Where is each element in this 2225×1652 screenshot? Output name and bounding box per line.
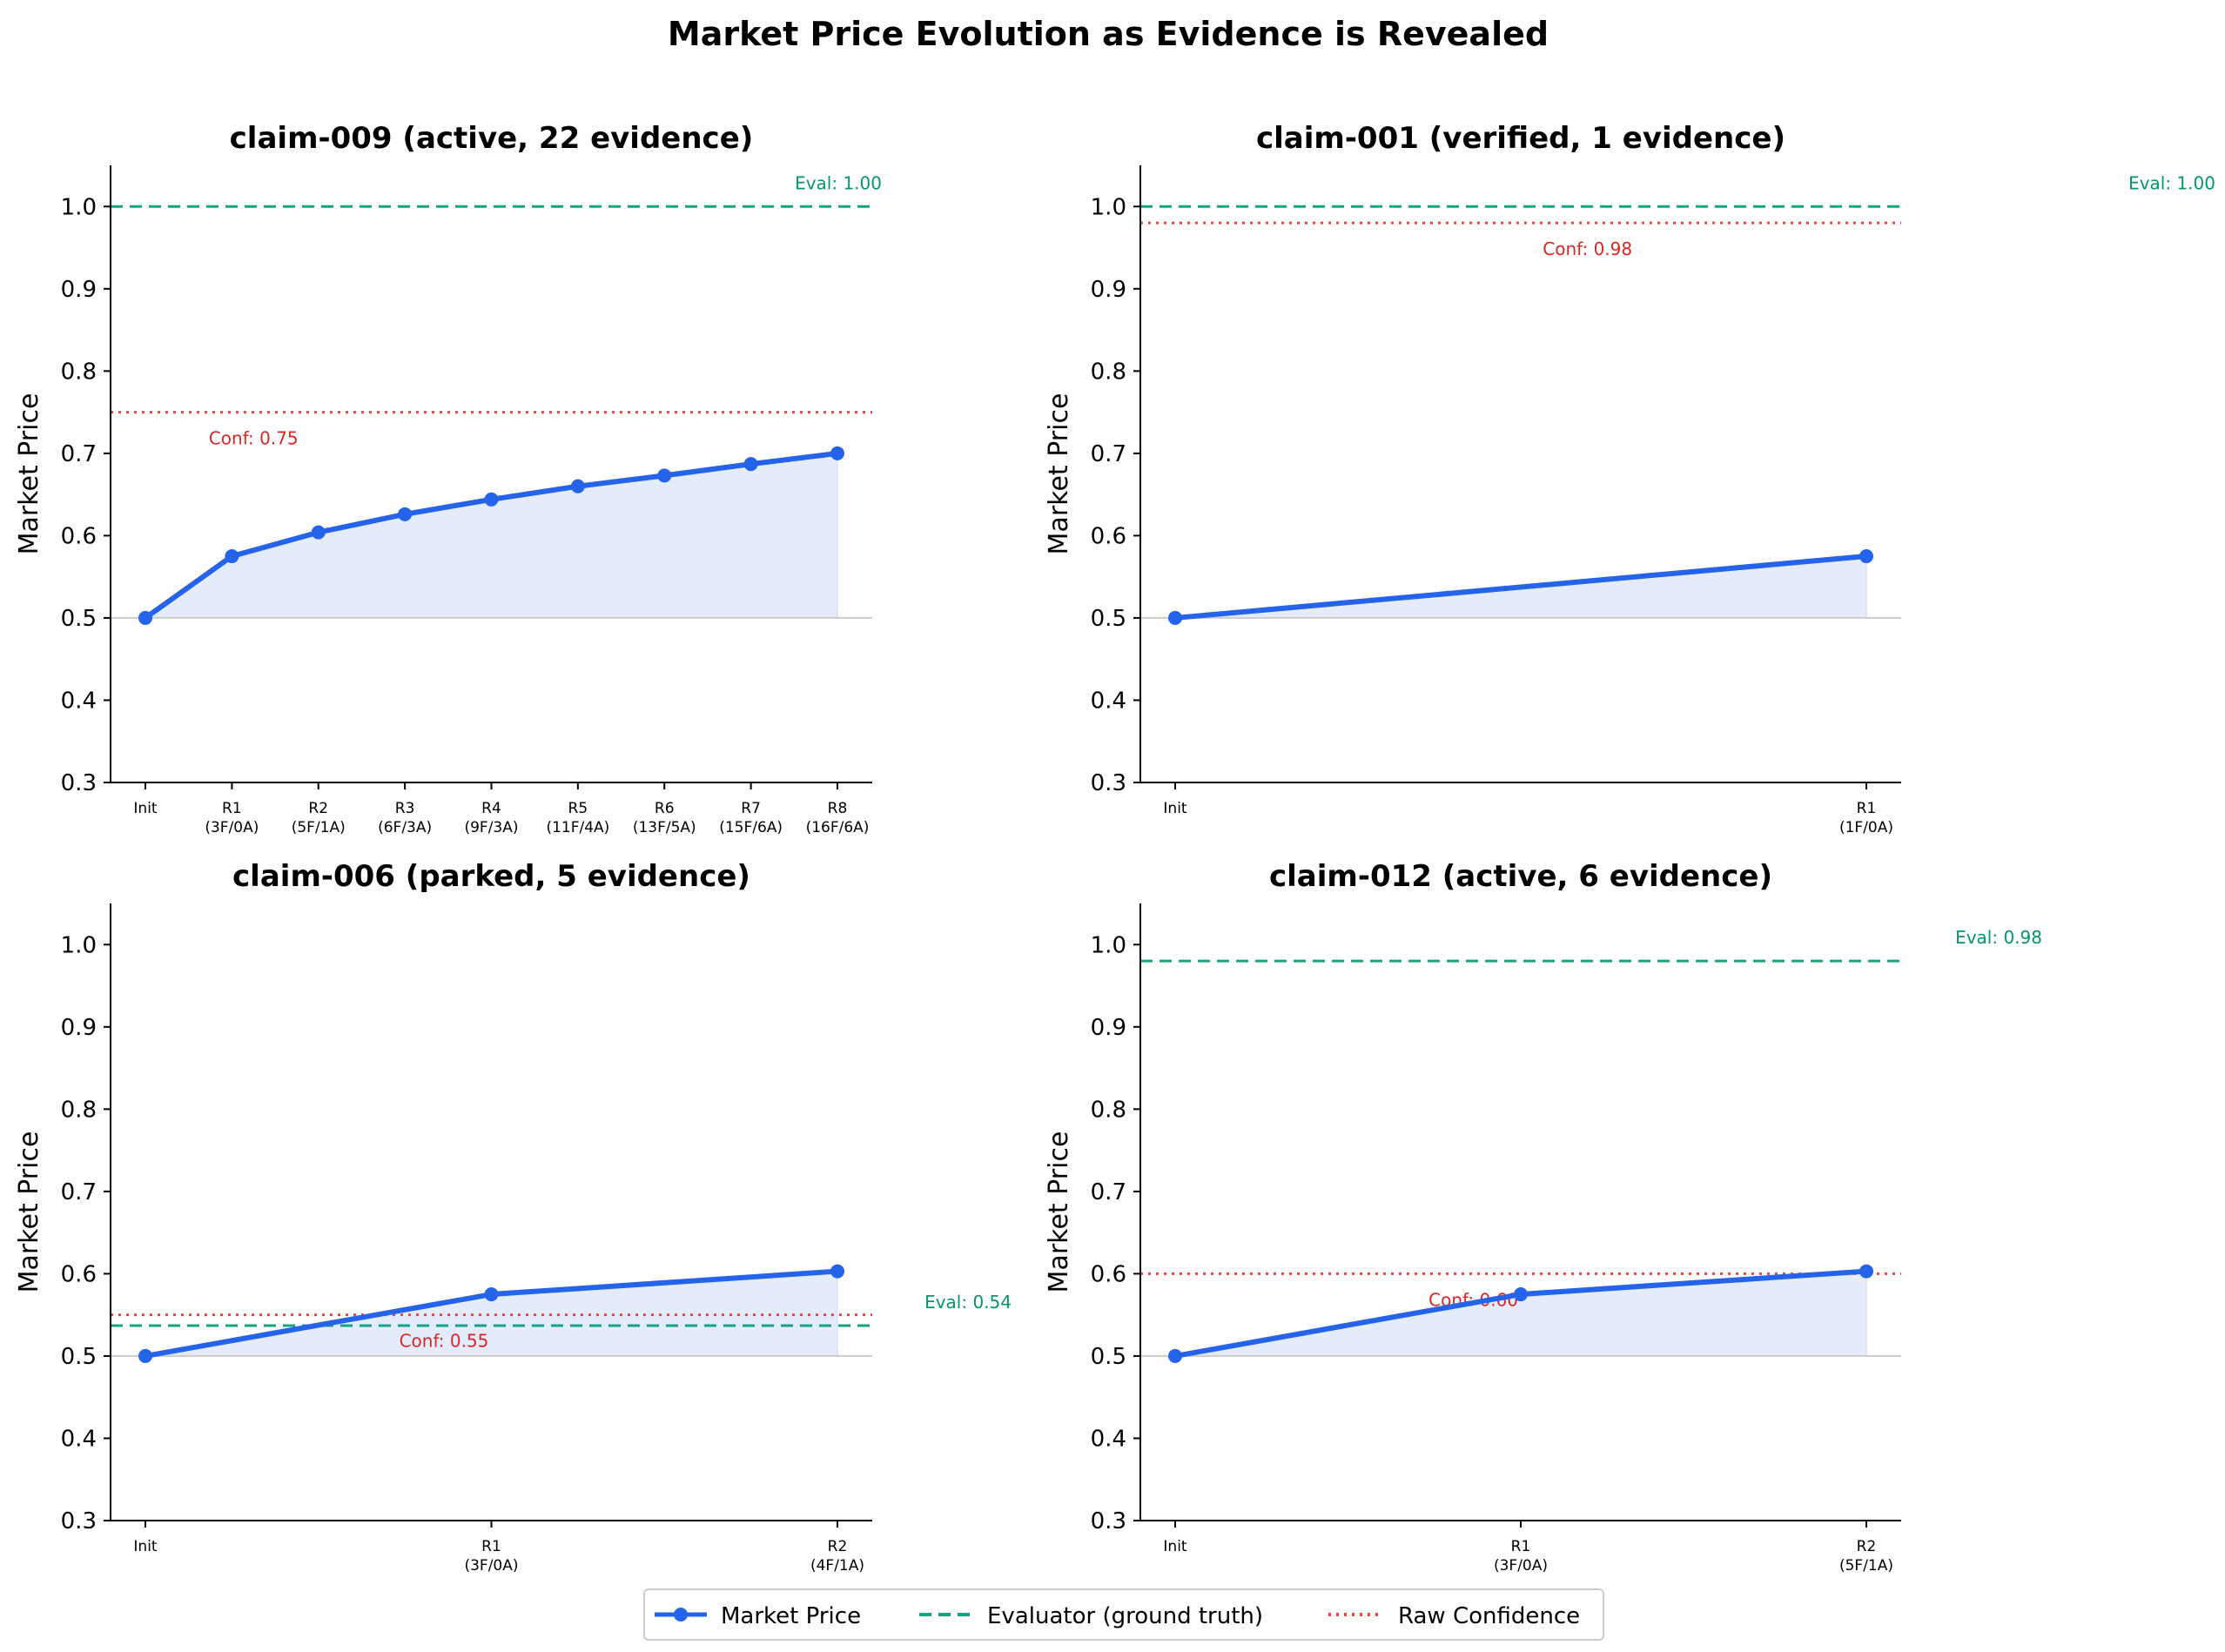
market-price-fill bbox=[144, 453, 838, 619]
y-axis-label: Market Price bbox=[14, 393, 44, 555]
x-tick-label: Init bbox=[133, 1538, 158, 1555]
market-price-fill bbox=[1174, 1271, 1867, 1357]
data-point bbox=[830, 446, 844, 460]
y-tick-label: 0.5 bbox=[61, 606, 97, 632]
data-point bbox=[1168, 610, 1182, 625]
data-point bbox=[743, 457, 758, 472]
subplots: claim-009 (active, 22 evidence) Market Pr… bbox=[14, 121, 2215, 1575]
x-tick-label: R6 (13F/5A) bbox=[633, 800, 696, 836]
y-tick-label: 0.9 bbox=[61, 277, 97, 303]
figure-suptitle: Market Price Evolution as Evidence is Re… bbox=[668, 15, 1549, 53]
y-tick-label: 0.8 bbox=[1091, 359, 1126, 385]
y-tick-label: 0.5 bbox=[61, 1344, 97, 1370]
y-axis-label: Market Price bbox=[14, 1132, 44, 1293]
y-tick-label: 0.6 bbox=[1091, 1261, 1126, 1287]
y-tick-label: 1.0 bbox=[1091, 194, 1126, 220]
subplot-2: claim-001 (verified, 1 evidence) Market P… bbox=[1044, 121, 2215, 836]
y-tick-label: 0.6 bbox=[61, 523, 97, 549]
y-tick-label: 0.8 bbox=[1091, 1097, 1126, 1123]
market-price-line bbox=[1173, 554, 1869, 621]
y-tick-label: 0.4 bbox=[1091, 688, 1126, 714]
x-tick-label: Init bbox=[1163, 800, 1187, 817]
confidence-label: Conf: 0.75 bbox=[209, 428, 299, 449]
y-tick-label: 0.8 bbox=[61, 1097, 97, 1123]
confidence-label: Conf: 0.55 bbox=[400, 1331, 489, 1352]
y-tick-label: 0.7 bbox=[61, 1179, 97, 1205]
x-tick-label: Init bbox=[1163, 1538, 1187, 1555]
x-tick-label: R5 (11F/4A) bbox=[546, 800, 609, 836]
evaluator-label: Eval: 1.00 bbox=[795, 172, 882, 193]
y-tick-label: 0.3 bbox=[1091, 1508, 1126, 1534]
data-point bbox=[138, 610, 152, 625]
data-point bbox=[138, 1348, 152, 1363]
y-tick-label: 1.0 bbox=[61, 194, 97, 220]
x-tick-label: R1 (3F/0A) bbox=[205, 800, 259, 836]
evaluator-label: Eval: 0.98 bbox=[1955, 927, 2042, 948]
y-tick-label: 0.7 bbox=[61, 441, 97, 467]
y-tick-label: 0.3 bbox=[61, 1508, 97, 1534]
evaluator-label: Eval: 1.00 bbox=[2128, 172, 2215, 193]
data-point bbox=[484, 492, 499, 507]
x-tick-label: R2 (5F/1A) bbox=[1839, 1538, 1893, 1575]
x-tick-label: R3 (6F/3A) bbox=[378, 800, 432, 836]
confidence-label: Conf: 0.98 bbox=[1543, 238, 1632, 259]
y-tick-label: 0.8 bbox=[61, 359, 97, 385]
data-point bbox=[570, 479, 585, 494]
legend-confidence-label: Raw Confidence bbox=[1398, 1603, 1580, 1629]
legend-frame bbox=[643, 1588, 1604, 1641]
y-tick-label: 0.5 bbox=[1091, 606, 1126, 632]
data-point bbox=[1168, 1348, 1182, 1363]
x-tick-label: R1 (3F/0A) bbox=[1494, 1538, 1548, 1575]
x-tick-label: R8 (16F/6A) bbox=[806, 800, 870, 836]
subplot-1: claim-009 (active, 22 evidence) Market Pr… bbox=[14, 121, 882, 836]
y-tick-label: 0.9 bbox=[61, 1015, 97, 1041]
y-tick-label: 0.7 bbox=[1091, 441, 1126, 467]
legend-market-marker bbox=[674, 1608, 688, 1622]
subplot-title: claim-006 (parked, 5 evidence) bbox=[232, 859, 750, 894]
y-axis-label: Market Price bbox=[1044, 1132, 1074, 1293]
data-point bbox=[1514, 1287, 1528, 1302]
y-tick-label: 0.7 bbox=[1091, 1179, 1126, 1205]
y-tick-label: 0.4 bbox=[61, 1426, 97, 1452]
data-point bbox=[1859, 1264, 1873, 1279]
data-point bbox=[311, 525, 326, 540]
data-point bbox=[657, 468, 672, 483]
data-point bbox=[225, 549, 239, 564]
x-tick-label: Init bbox=[133, 800, 158, 817]
subplot-4: claim-012 (active, 6 evidence) Market Pri… bbox=[1044, 859, 2042, 1575]
data-point bbox=[484, 1287, 499, 1302]
subplot-title: claim-001 (verified, 1 evidence) bbox=[1256, 121, 1785, 156]
data-point bbox=[398, 507, 413, 521]
x-tick-label: R2 (5F/1A) bbox=[292, 800, 346, 836]
y-tick-label: 0.3 bbox=[61, 770, 97, 796]
x-tick-label: R7 (15F/6A) bbox=[719, 800, 783, 836]
y-tick-label: 0.6 bbox=[61, 1261, 97, 1287]
subplot-3: claim-006 (parked, 5 evidence) Market Pri… bbox=[14, 859, 1012, 1575]
x-tick-label: R4 (9F/3A) bbox=[464, 800, 518, 836]
y-tick-label: 0.5 bbox=[1091, 1344, 1126, 1370]
legend-market-label: Market Price bbox=[721, 1603, 861, 1629]
x-tick-label: R1 (3F/0A) bbox=[464, 1538, 518, 1575]
y-tick-label: 0.4 bbox=[61, 688, 97, 714]
y-tick-label: 0.3 bbox=[1091, 770, 1126, 796]
y-tick-label: 0.6 bbox=[1091, 523, 1126, 549]
y-tick-label: 0.9 bbox=[1091, 1015, 1126, 1041]
market-price-fill bbox=[145, 1271, 838, 1357]
legend: Market Price Evaluator (ground truth) Ra… bbox=[643, 1588, 1604, 1641]
y-tick-label: 1.0 bbox=[1091, 932, 1126, 958]
legend-evaluator-label: Evaluator (ground truth) bbox=[987, 1603, 1263, 1629]
x-tick-label: R2 (4F/1A) bbox=[810, 1538, 864, 1575]
y-axis-label: Market Price bbox=[1044, 393, 1074, 555]
y-tick-label: 1.0 bbox=[61, 932, 97, 958]
evaluator-label: Eval: 0.54 bbox=[924, 1292, 1012, 1313]
subplot-title: claim-009 (active, 22 evidence) bbox=[230, 121, 754, 156]
data-point bbox=[830, 1264, 844, 1279]
y-tick-label: 0.9 bbox=[1091, 277, 1126, 303]
x-tick-label: R1 (1F/0A) bbox=[1839, 800, 1893, 836]
subplot-title: claim-012 (active, 6 evidence) bbox=[1269, 859, 1772, 894]
y-tick-label: 0.4 bbox=[1091, 1426, 1126, 1452]
data-point bbox=[1859, 549, 1873, 564]
